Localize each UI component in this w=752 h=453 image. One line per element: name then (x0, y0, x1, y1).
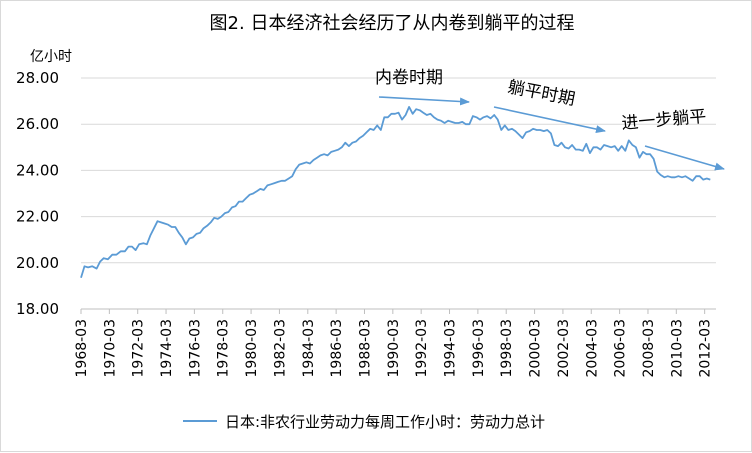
x-tick-label: 1988-03 (357, 319, 373, 378)
y-axis-unit-label: 亿小时 (30, 49, 72, 65)
x-tick-label: 1974-03 (159, 319, 175, 378)
x-tick-label: 2012-03 (698, 319, 714, 378)
x-tick-label: 1992-03 (414, 319, 430, 378)
x-tick-label: 2008-03 (641, 319, 657, 378)
x-tick-label: 1986-03 (329, 319, 345, 378)
x-tick-label: 1984-03 (301, 319, 317, 378)
y-tick-label: 28.00 (16, 69, 59, 87)
legend-label: 日本:非农行业劳动力每周工作小时：劳动力总计 (225, 413, 545, 431)
lying-flat-arrow (493, 106, 606, 134)
chart-title: 图2. 日本经济社会经历了从内卷到躺平的过程 (210, 13, 575, 34)
x-tick-label: 1990-03 (386, 319, 402, 378)
x-tick-label: 2010-03 (669, 319, 685, 378)
x-tick-label: 1972-03 (131, 319, 147, 378)
y-axis-ticks: 18.00 20.00 22.00 24.00 26.00 28.00 (16, 69, 59, 318)
x-tick-label: 2004-03 (584, 319, 600, 378)
y-tick-label: 20.00 (16, 254, 59, 272)
x-tick-label: 1982-03 (272, 319, 288, 378)
x-tick-label: 1978-03 (216, 319, 232, 378)
involution-arrow (378, 96, 470, 106)
further-lying-flat-arrow (644, 145, 725, 171)
x-tick-label: 1968-03 (74, 319, 90, 378)
annotation-further-lying-flat: 进一步躺平 (621, 107, 707, 134)
annotation-involution: 内卷时期 (375, 68, 443, 88)
y-tick-label: 18.00 (16, 300, 59, 318)
gridlines (81, 77, 716, 310)
x-tick-label: 1996-03 (471, 319, 487, 378)
y-tick-label: 22.00 (16, 208, 59, 226)
x-tick-label: 1970-03 (102, 319, 118, 378)
annotation-lying-flat: 躺平时期 (506, 77, 577, 110)
y-tick-label: 26.00 (16, 115, 59, 133)
series-group (80, 106, 711, 279)
x-tick-label: 2000-03 (528, 319, 544, 378)
y-tick-label: 24.00 (16, 161, 59, 179)
x-tick-label: 1998-03 (499, 319, 515, 378)
x-tick-label: 1976-03 (187, 319, 203, 378)
x-tick-label: 2006-03 (613, 319, 629, 378)
x-tick-label: 2002-03 (556, 319, 572, 378)
x-tick-label: 1980-03 (244, 319, 260, 378)
x-tick-label: 1994-03 (443, 319, 459, 378)
series-line (80, 106, 711, 279)
x-axis-ticks: 1968-03 1970-03 1972-03 1974-03 1976-03 1978-… (74, 309, 714, 378)
